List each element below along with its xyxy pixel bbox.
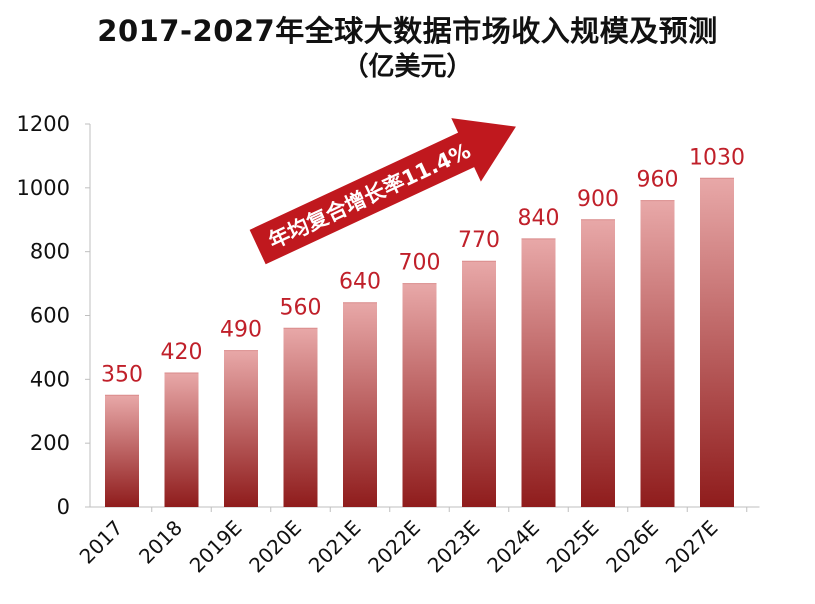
data-label: 560 [280, 295, 322, 320]
y-tick-label: 1000 [17, 176, 70, 200]
data-label: 1030 [689, 145, 745, 170]
y-tick-labels: 0 200 400 600 800 1000 1200 [17, 112, 70, 519]
chart-subtitle-unit: （亿美元） [342, 52, 473, 82]
bars [105, 177, 734, 507]
data-label: 420 [161, 340, 203, 365]
data-label: 770 [458, 228, 500, 253]
data-label: 640 [339, 270, 381, 295]
data-label: 350 [101, 362, 143, 387]
x-tick-label: 2026E [601, 516, 663, 578]
bar [343, 302, 377, 507]
y-tick-label: 0 [57, 495, 70, 519]
bar [283, 328, 318, 507]
bar [462, 261, 496, 507]
data-label: 900 [577, 187, 619, 212]
x-tick-label: 2018 [134, 516, 187, 569]
bar [402, 283, 437, 507]
x-tick-label: 2024E [482, 516, 544, 578]
data-label: 700 [399, 251, 441, 276]
data-labels: 350 420 490 560 640 700 770 840 900 960 1030 [101, 145, 745, 387]
chart-title: 2017-2027年全球大数据市场收入规模及预测 [97, 14, 718, 48]
bar [521, 238, 556, 507]
x-tick-label: 2023E [423, 516, 485, 578]
growth-rate-label: 年均复合增长率11.4% [265, 139, 474, 254]
bar [581, 219, 615, 507]
data-label: 490 [220, 318, 262, 343]
x-tick-label: 2020E [244, 516, 306, 578]
x-tick-label: 2021E [304, 516, 366, 578]
data-label: 840 [518, 206, 560, 231]
data-label: 960 [637, 168, 679, 193]
y-tick-label: 600 [30, 304, 70, 328]
x-tick-labels: 2017 20182019E2020E2021E2022E2023E2024E20… [75, 516, 723, 578]
y-tick-label: 800 [30, 240, 70, 264]
bar [224, 350, 258, 507]
x-tick-label: 2027E [661, 516, 723, 578]
x-tick-label: 2025E [542, 516, 604, 578]
bar [164, 372, 199, 507]
bar [700, 178, 734, 507]
x-tick-label: 2017 [75, 516, 128, 569]
bar [640, 200, 675, 507]
y-tick-label: 400 [30, 367, 70, 391]
y-tick-label: 1200 [17, 112, 70, 136]
bar [105, 395, 139, 507]
y-tick-label: 200 [30, 431, 70, 455]
arrow-shape [249, 118, 516, 265]
x-tick-label: 2019E [185, 516, 247, 578]
x-tick-label: 2022E [363, 516, 425, 578]
